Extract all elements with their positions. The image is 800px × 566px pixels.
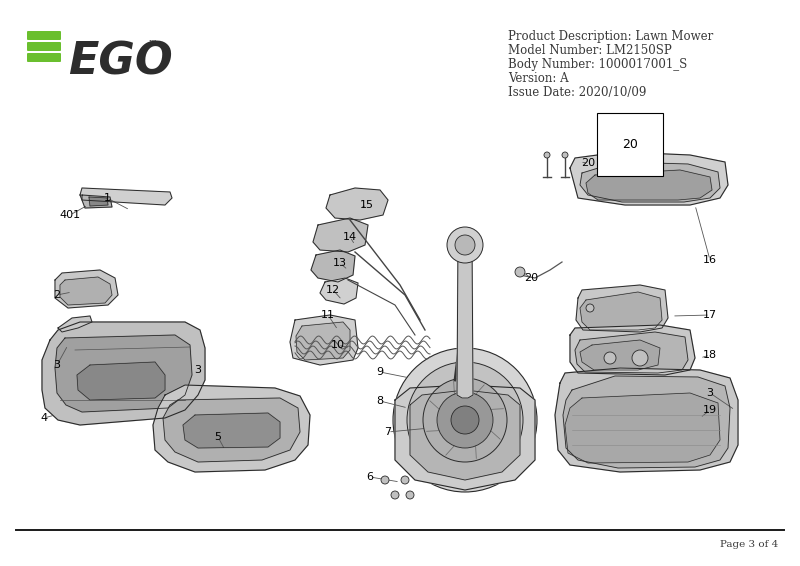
Polygon shape <box>313 218 368 252</box>
Circle shape <box>455 235 475 255</box>
Text: 14: 14 <box>343 232 357 242</box>
Text: 2: 2 <box>54 290 61 300</box>
FancyBboxPatch shape <box>27 53 61 62</box>
Polygon shape <box>82 195 112 208</box>
Polygon shape <box>58 316 92 332</box>
Polygon shape <box>580 162 720 202</box>
Text: 401: 401 <box>59 210 81 220</box>
Text: Product Description: Lawn Mower: Product Description: Lawn Mower <box>508 30 714 43</box>
Polygon shape <box>570 325 695 375</box>
Text: 5: 5 <box>214 432 222 442</box>
Circle shape <box>586 304 594 312</box>
Text: 19: 19 <box>703 405 717 415</box>
Text: 11: 11 <box>321 310 335 320</box>
Polygon shape <box>457 238 473 398</box>
Text: 12: 12 <box>326 285 340 295</box>
Circle shape <box>437 392 493 448</box>
Text: Body Number: 1000017001_S: Body Number: 1000017001_S <box>508 58 687 71</box>
Circle shape <box>423 378 507 462</box>
Circle shape <box>401 476 409 484</box>
Text: EGO: EGO <box>68 41 173 84</box>
Text: 13: 13 <box>333 258 347 268</box>
Polygon shape <box>580 292 662 330</box>
Polygon shape <box>570 152 728 205</box>
Text: 8: 8 <box>377 396 383 406</box>
Circle shape <box>407 362 523 478</box>
Polygon shape <box>296 322 350 360</box>
Text: Issue Date: 2020/10/09: Issue Date: 2020/10/09 <box>508 86 646 99</box>
Polygon shape <box>55 270 118 308</box>
Polygon shape <box>326 188 388 220</box>
Text: 10: 10 <box>331 340 345 350</box>
Text: Model Number: LM2150SP: Model Number: LM2150SP <box>508 44 672 57</box>
Polygon shape <box>183 413 280 448</box>
FancyBboxPatch shape <box>27 31 61 40</box>
Polygon shape <box>565 393 720 463</box>
Polygon shape <box>555 368 738 472</box>
Circle shape <box>381 476 389 484</box>
Circle shape <box>515 267 525 277</box>
Text: 4: 4 <box>41 413 47 423</box>
Circle shape <box>406 491 414 499</box>
Circle shape <box>632 350 648 366</box>
Text: Version: A: Version: A <box>508 72 569 85</box>
Polygon shape <box>42 322 205 425</box>
Text: 20: 20 <box>524 273 538 283</box>
Polygon shape <box>576 285 668 332</box>
Polygon shape <box>290 315 358 365</box>
Circle shape <box>447 227 483 263</box>
Polygon shape <box>395 385 535 490</box>
Circle shape <box>604 352 616 364</box>
Text: 6: 6 <box>366 472 374 482</box>
Polygon shape <box>311 250 355 282</box>
Text: 20: 20 <box>622 138 638 151</box>
Polygon shape <box>563 376 730 468</box>
Polygon shape <box>586 170 712 200</box>
Text: 1: 1 <box>103 193 110 203</box>
Polygon shape <box>55 335 192 412</box>
Polygon shape <box>77 362 165 400</box>
Text: 7: 7 <box>385 427 391 437</box>
Text: 17: 17 <box>703 310 717 320</box>
Polygon shape <box>320 278 358 304</box>
Text: 15: 15 <box>360 200 374 210</box>
Circle shape <box>562 152 568 158</box>
Text: Page 3 of 4: Page 3 of 4 <box>720 540 778 549</box>
Polygon shape <box>580 340 660 370</box>
Polygon shape <box>80 188 172 205</box>
Circle shape <box>451 406 479 434</box>
Text: 3: 3 <box>54 360 61 370</box>
Polygon shape <box>410 390 520 480</box>
Polygon shape <box>575 332 688 373</box>
Text: 20: 20 <box>581 158 595 168</box>
Polygon shape <box>153 385 310 472</box>
FancyBboxPatch shape <box>27 42 61 51</box>
Text: 3: 3 <box>194 365 202 375</box>
Polygon shape <box>89 197 108 206</box>
Text: 3: 3 <box>706 388 714 398</box>
Circle shape <box>393 348 537 492</box>
Text: 18: 18 <box>703 350 717 360</box>
Text: ™: ™ <box>148 38 158 48</box>
Text: 16: 16 <box>703 255 717 265</box>
Circle shape <box>391 491 399 499</box>
Circle shape <box>544 152 550 158</box>
Polygon shape <box>60 277 112 305</box>
Polygon shape <box>163 398 300 462</box>
Text: 9: 9 <box>377 367 383 377</box>
